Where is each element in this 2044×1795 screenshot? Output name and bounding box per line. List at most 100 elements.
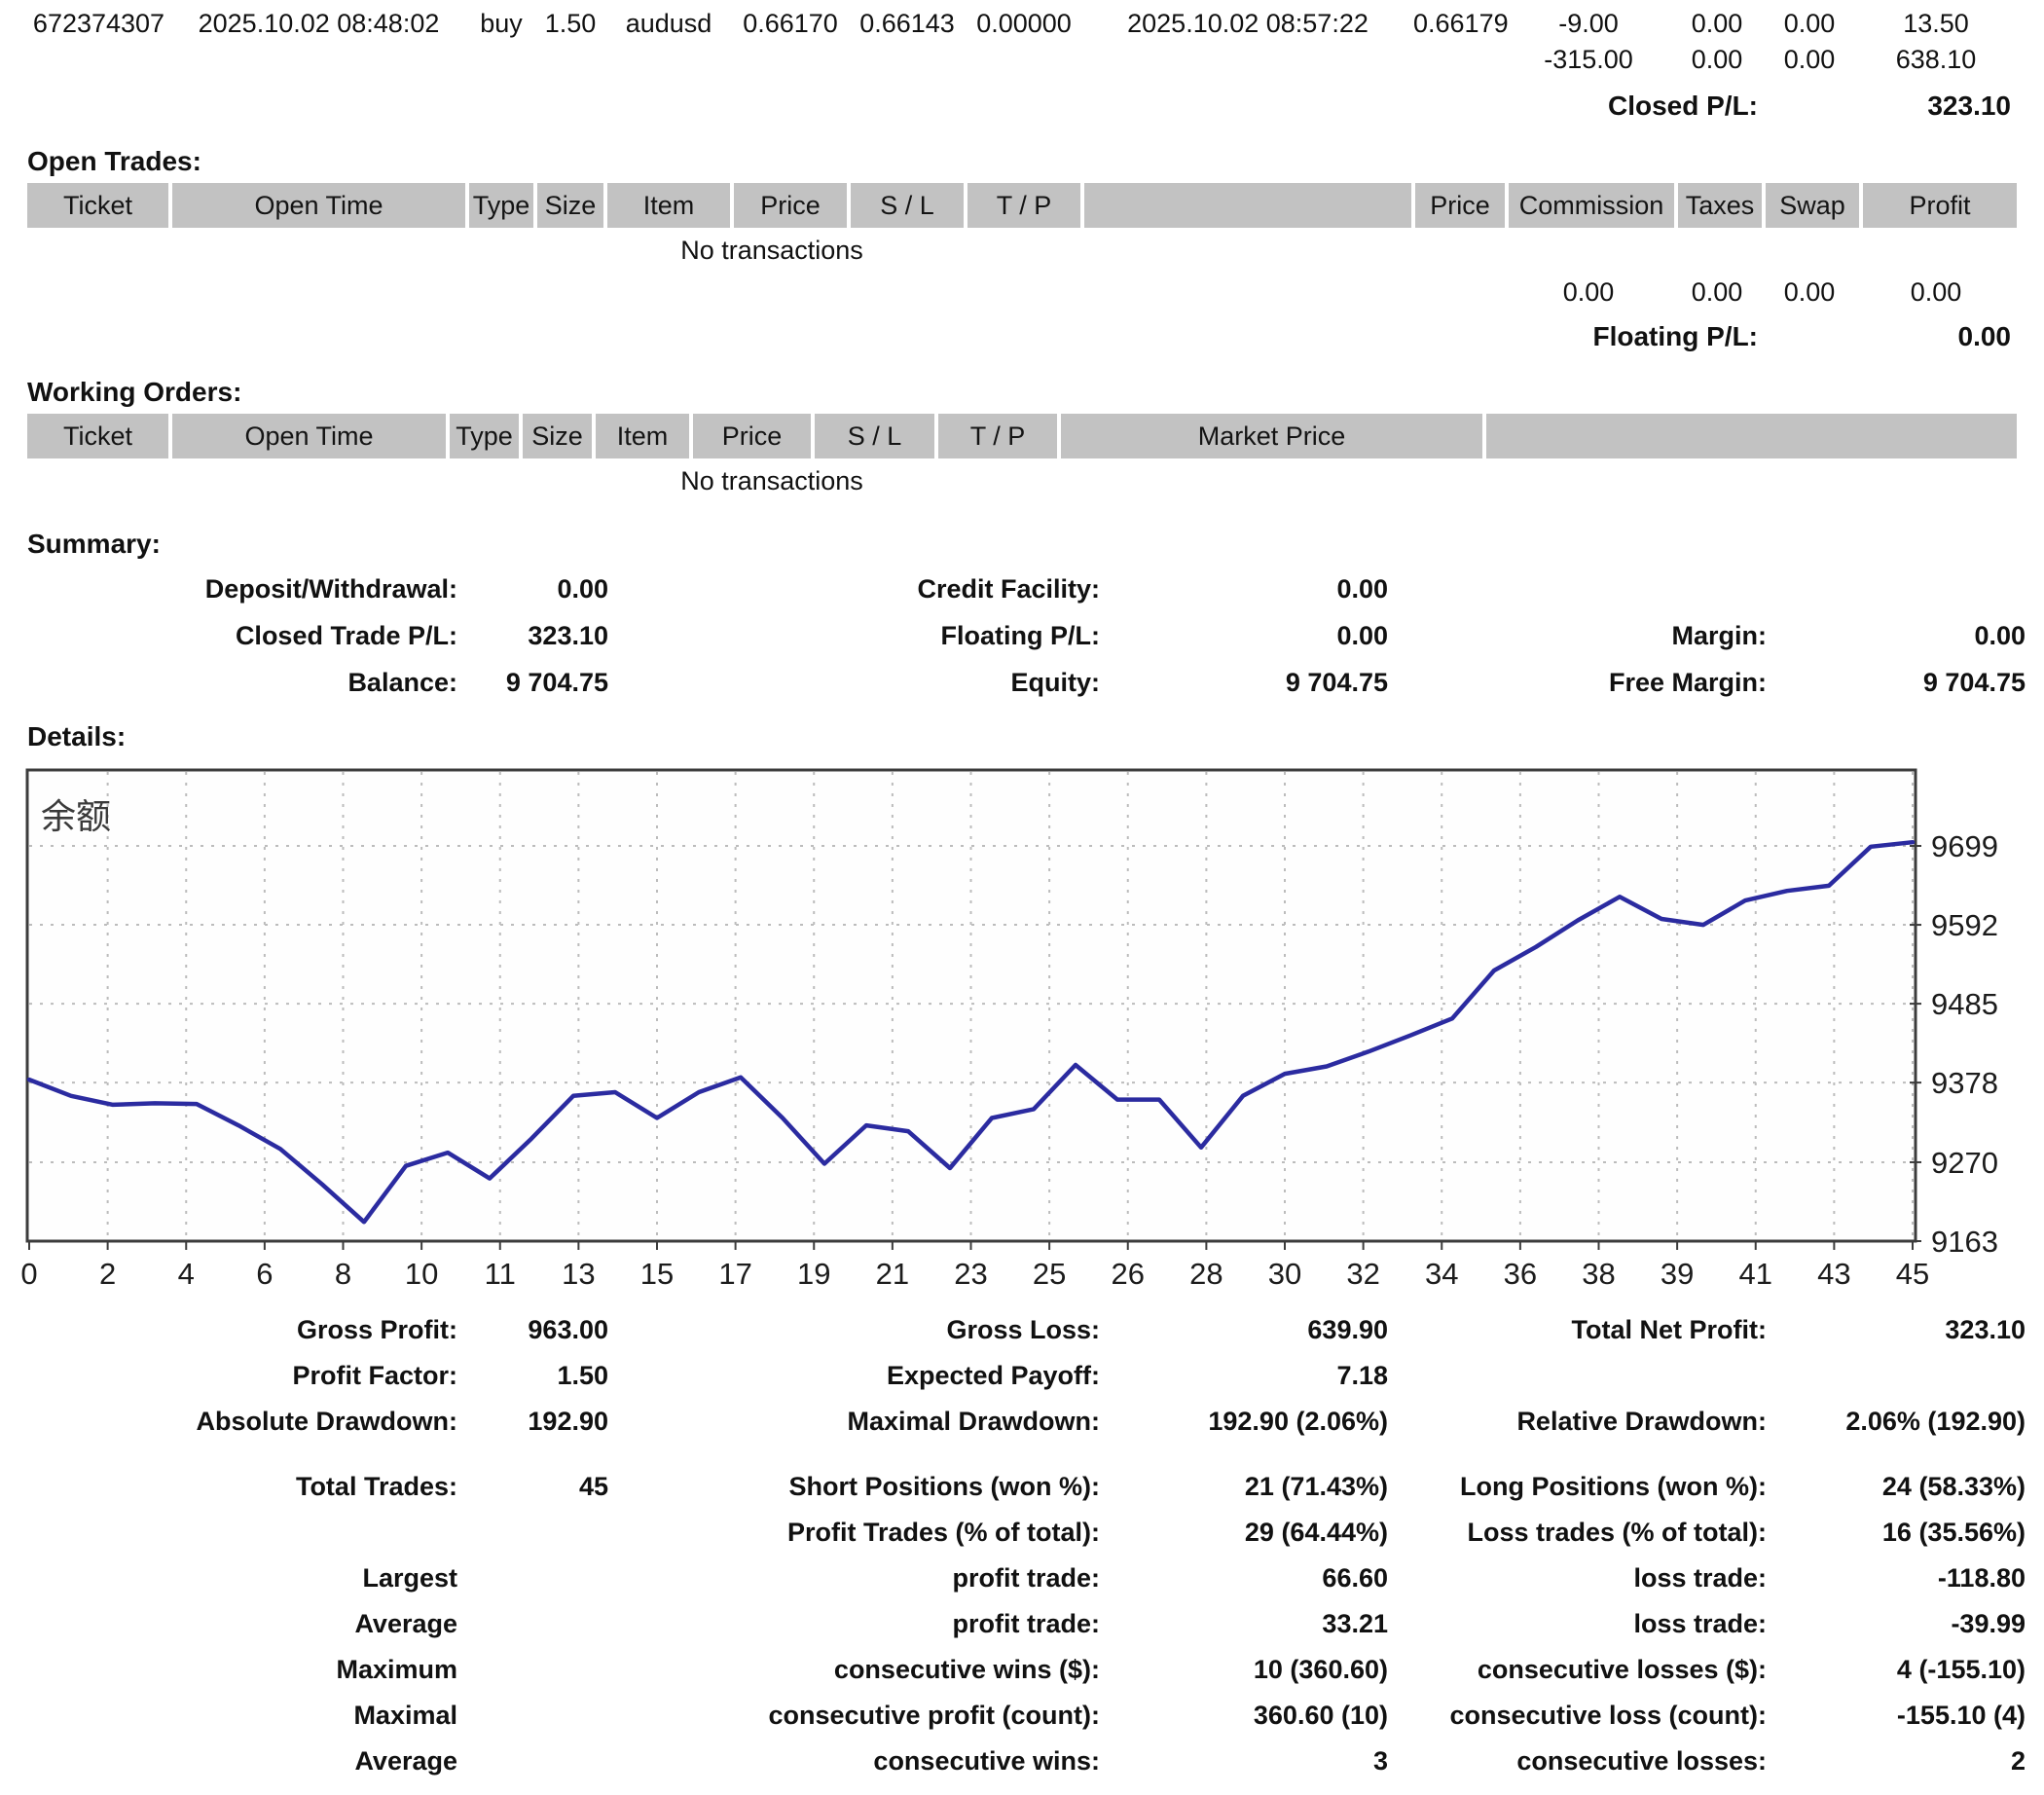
avg-consecutive-wins-label: consecutive wins: bbox=[873, 1746, 1100, 1776]
x-tick-label: 6 bbox=[256, 1257, 273, 1291]
x-tick-label: 38 bbox=[1582, 1257, 1615, 1291]
equity-label: Equity: bbox=[1010, 667, 1101, 697]
x-tick-label: 17 bbox=[718, 1257, 751, 1291]
col-item: Item bbox=[594, 414, 693, 458]
x-tick-label: 25 bbox=[1033, 1257, 1066, 1291]
max-consecutive-losses-value: 4 (-155.10) bbox=[1896, 1655, 2026, 1684]
col-tp: T / P bbox=[936, 414, 1061, 458]
avg-consecutive-losses-value: 2 bbox=[2010, 1746, 2026, 1776]
col-type: Type bbox=[448, 414, 523, 458]
closed-trades-table: 672374307 2025.10.02 08:48:02 buy 1.50 a… bbox=[27, 6, 2017, 130]
x-tick-label: 32 bbox=[1346, 1257, 1379, 1291]
total-net-profit-label: Total Net Profit: bbox=[1571, 1315, 1767, 1344]
x-tick-label: 2 bbox=[99, 1257, 116, 1291]
stats-row: Largest profit trade: 66.60 loss trade: … bbox=[0, 1556, 2026, 1601]
chart-gridlines bbox=[29, 772, 1914, 1239]
cell-sl: 0.66143 bbox=[859, 9, 955, 38]
total-profit: 638.10 bbox=[1895, 45, 1977, 74]
absolute-drawdown-label: Absolute Drawdown: bbox=[196, 1407, 458, 1436]
col-spacer bbox=[1082, 183, 1415, 228]
average-profit-trade-value: 33.21 bbox=[1322, 1609, 1388, 1638]
statistics-grid: Gross Profit: 963.00 Gross Loss: 639.90 … bbox=[0, 1307, 2044, 1784]
profit-factor-label: Profit Factor: bbox=[292, 1361, 457, 1390]
stats-row: Absolute Drawdown: 192.90 Maximal Drawdo… bbox=[0, 1399, 2026, 1445]
x-tick-label: 34 bbox=[1425, 1257, 1458, 1291]
col-commission: Commission bbox=[1507, 183, 1678, 228]
col-open-time: Open Time bbox=[170, 414, 450, 458]
x-tick-label: 41 bbox=[1739, 1257, 1772, 1291]
col-tp: T / P bbox=[966, 183, 1084, 228]
closed-pl-value: 323.10 bbox=[1927, 91, 2011, 121]
y-tick-label: 9485 bbox=[1931, 987, 1998, 1021]
stats-row: Total Trades: 45 Short Positions (won %)… bbox=[0, 1464, 2026, 1510]
closed-pl-label: Closed P/L: bbox=[1607, 91, 1758, 121]
x-tick-label: 13 bbox=[562, 1257, 595, 1291]
stats-row: Profit Factor: 1.50 Expected Payoff: 7.1… bbox=[0, 1353, 2026, 1399]
maximal-consecutive-profit-value: 360.60 (10) bbox=[1253, 1701, 1388, 1730]
closed-trades-totals-row: -315.00 0.00 0.00 638.10 bbox=[27, 42, 2017, 78]
free-margin-label: Free Margin: bbox=[1608, 667, 1767, 697]
credit-facility-label: Credit Facility: bbox=[917, 573, 1100, 604]
absolute-drawdown-value: 192.90 bbox=[528, 1407, 608, 1436]
cell-price: 0.66170 bbox=[743, 9, 838, 38]
stats-row: Gross Profit: 963.00 Gross Loss: 639.90 … bbox=[0, 1307, 2026, 1353]
deposit-withdrawal-label: Deposit/Withdrawal: bbox=[204, 573, 457, 604]
x-tick-label: 0 bbox=[20, 1257, 37, 1291]
x-tick-label: 39 bbox=[1661, 1257, 1694, 1291]
y-axis-labels: 9163 9270 9378 9485 9592 9699 bbox=[1931, 829, 1998, 1259]
max-consecutive-wins-label: consecutive wins ($): bbox=[833, 1655, 1100, 1684]
stats-row: Maximal consecutive profit (count): 360.… bbox=[0, 1693, 2026, 1739]
cell-tp: 0.00000 bbox=[976, 9, 1072, 38]
col-open-time: Open Time bbox=[170, 183, 469, 228]
y-tick-label: 9592 bbox=[1931, 908, 1998, 942]
closed-trade-pl-value: 323.10 bbox=[528, 620, 608, 650]
x-tick-label: 26 bbox=[1112, 1257, 1145, 1291]
avg-consecutive-losses-label: consecutive losses: bbox=[1516, 1746, 1767, 1776]
x-tick-label: 21 bbox=[876, 1257, 909, 1291]
total-commission: -315.00 bbox=[1544, 45, 1633, 74]
working-orders-empty-message: No transactions bbox=[680, 466, 863, 495]
largest-loss-trade-label: loss trade: bbox=[1633, 1563, 1767, 1593]
max-consecutive-losses-label: consecutive losses ($): bbox=[1477, 1655, 1767, 1684]
open-trades-empty-message: No transactions bbox=[680, 236, 863, 265]
credit-facility-value: 0.00 bbox=[1336, 573, 1388, 604]
col-market-price: Market Price bbox=[1059, 414, 1486, 458]
open-total-profit: 0.00 bbox=[1910, 277, 1962, 307]
summary-grid: Deposit/Withdrawal: 0.00 Credit Facility… bbox=[0, 566, 2044, 706]
avg-consecutive-wins-value: 3 bbox=[1372, 1746, 1388, 1776]
summary-row: Balance: 9 704.75 Equity: 9 704.75 Free … bbox=[0, 659, 2026, 706]
cell-item: audusd bbox=[625, 9, 712, 38]
gross-loss-label: Gross Loss: bbox=[946, 1315, 1100, 1344]
margin-value: 0.00 bbox=[1974, 620, 2026, 650]
profit-trades-label: Profit Trades (% of total): bbox=[786, 1518, 1100, 1547]
margin-label: Margin: bbox=[1671, 620, 1768, 650]
deposit-withdrawal-value: 0.00 bbox=[557, 573, 608, 604]
x-tick-label: 4 bbox=[178, 1257, 195, 1291]
maximal-consecutive-loss-label: consecutive loss (count): bbox=[1449, 1701, 1767, 1730]
open-trades-totals-row: 0.00 0.00 0.00 0.00 bbox=[27, 275, 2017, 311]
col-close-price: Price bbox=[1413, 183, 1509, 228]
maximal-consecutive-profit-label: consecutive profit (count): bbox=[768, 1701, 1100, 1730]
chart-series-label: 余额 bbox=[41, 797, 111, 837]
working-orders-header-row: Ticket Open Time Type Size Item Price S … bbox=[27, 414, 2017, 458]
cell-ticket: 672374307 bbox=[32, 9, 165, 38]
equity-value: 9 704.75 bbox=[1285, 667, 1388, 697]
col-type: Type bbox=[467, 183, 537, 228]
gross-loss-value: 639.90 bbox=[1307, 1315, 1388, 1344]
x-tick-label: 23 bbox=[954, 1257, 987, 1291]
average-loss-trade-label: loss trade: bbox=[1633, 1609, 1767, 1638]
closed-trade-pl-label: Closed Trade P/L: bbox=[235, 620, 457, 650]
balance-line bbox=[26, 839, 1916, 1225]
summary-heading: Summary: bbox=[27, 529, 161, 559]
cell-profit: 13.50 bbox=[1903, 9, 1969, 38]
largest-label: Largest bbox=[362, 1563, 457, 1593]
average-label: Average bbox=[354, 1746, 457, 1776]
cell-close-time: 2025.10.02 08:57:22 bbox=[1127, 9, 1369, 38]
col-ticket: Ticket bbox=[27, 183, 172, 228]
open-trades-header-table: Ticket Open Time Type Size Item Price S … bbox=[27, 183, 2017, 228]
open-trades-totals-table: 0.00 0.00 0.00 0.00 Floating P/L: 0.00 bbox=[27, 275, 2017, 361]
gross-profit-value: 963.00 bbox=[528, 1315, 608, 1344]
x-axis-labels: 0 2 4 6 8 10 11 13 15 17 19 21 23 25 26 28 30 32 34 36 38 39 4… bbox=[20, 1257, 1929, 1291]
cell-open-time: 2025.10.02 08:48:02 bbox=[198, 9, 440, 38]
x-tick-label: 28 bbox=[1189, 1257, 1223, 1291]
